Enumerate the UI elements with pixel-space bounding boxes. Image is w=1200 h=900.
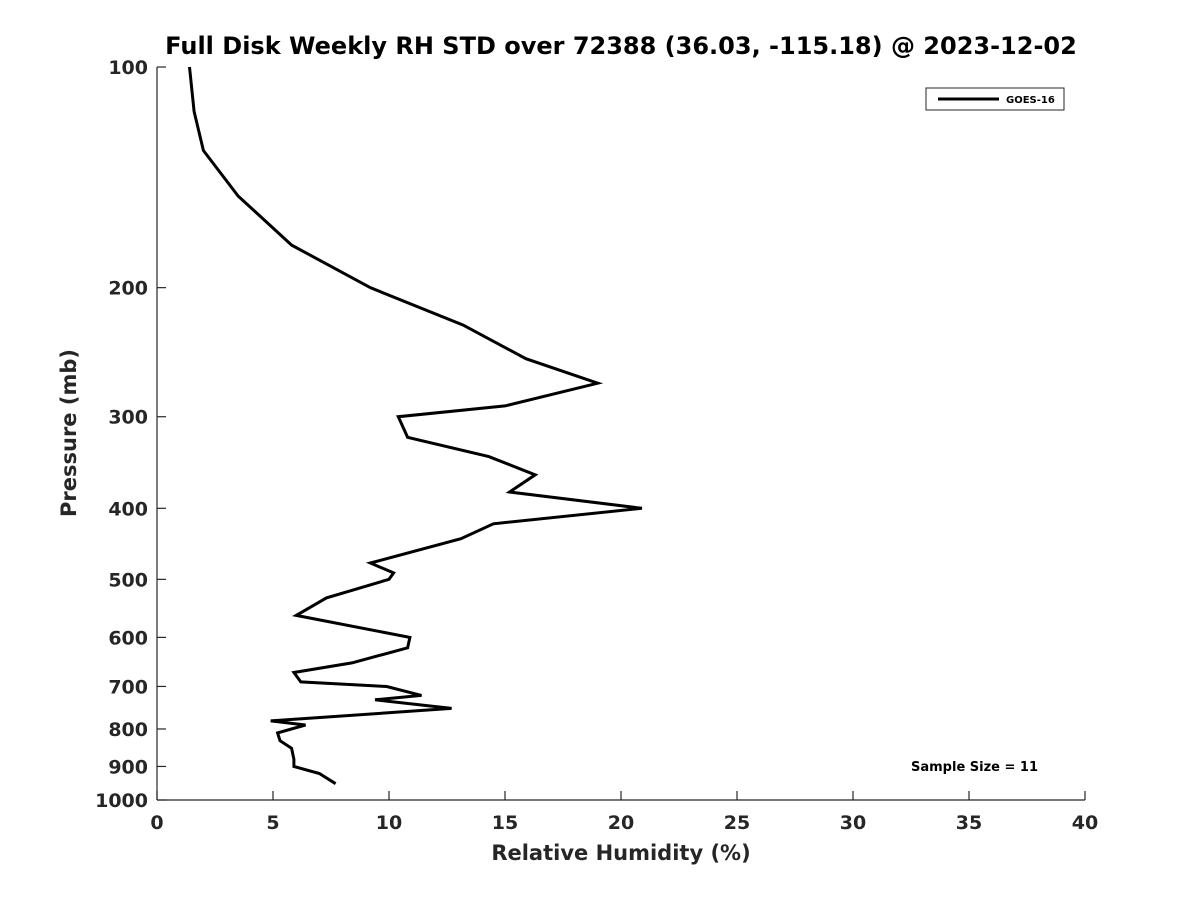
x-tick-label: 25	[724, 812, 750, 834]
x-tick-label: 10	[376, 812, 402, 834]
x-tick-label: 5	[266, 812, 279, 834]
x-tick-label: 40	[1072, 812, 1098, 834]
x-axis-label: Relative Humidity (%)	[491, 841, 750, 865]
y-ticks: 100 200 300 400 500 600 700 800 900 1000	[95, 57, 166, 812]
legend-label-goes16: GOES-16	[1006, 95, 1055, 106]
y-tick-label: 500	[108, 569, 148, 591]
x-ticks: 0 5 10 15 20 25 30 35 40	[150, 791, 1098, 834]
y-tick-label: 1000	[95, 790, 148, 812]
y-tick-label: 200	[108, 278, 148, 300]
y-tick-label: 300	[108, 407, 148, 429]
y-tick-label: 600	[108, 627, 148, 649]
x-tick-label: 20	[608, 812, 634, 834]
y-axis-label: Pressure (mb)	[57, 349, 81, 517]
y-tick-label: 800	[108, 719, 148, 741]
x-tick-label: 0	[150, 812, 163, 834]
series-layer	[188, 66, 643, 785]
axes	[156, 67, 1085, 801]
sample-size-annotation: Sample Size = 11	[911, 760, 1038, 775]
y-tick-label: 700	[108, 676, 148, 698]
x-tick-label: 30	[840, 812, 866, 834]
x-tick-label: 15	[492, 812, 518, 834]
y-tick-label: 900	[108, 756, 148, 778]
chart-title: Full Disk Weekly RH STD over 72388 (36.0…	[165, 32, 1077, 60]
y-tick-label: 100	[108, 57, 148, 79]
series-line-goes16	[188, 66, 643, 785]
legend: GOES-16	[925, 87, 1065, 111]
y-tick-label: 400	[108, 498, 148, 520]
x-tick-label: 35	[956, 812, 982, 834]
